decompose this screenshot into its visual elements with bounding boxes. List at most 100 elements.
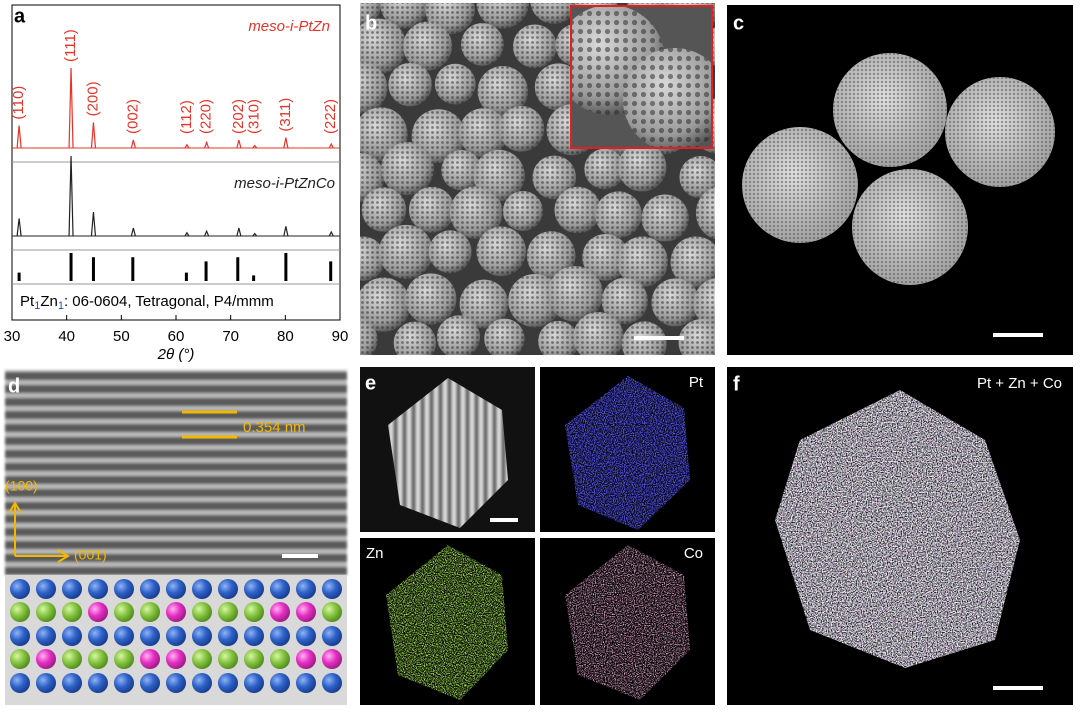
atom: [166, 602, 186, 622]
atom: [322, 602, 342, 622]
atom: [270, 673, 290, 693]
peak-label: (310): [246, 99, 263, 134]
particle-texture: [526, 231, 576, 280]
atom: [10, 602, 30, 622]
peak-label: (200): [84, 81, 101, 116]
particle-texture: [459, 108, 508, 158]
particle-texture: [434, 63, 476, 105]
reference-label: Pt1Zn1: 06-0604, Tetragonal, P4/mmm: [20, 293, 274, 312]
atom: [218, 602, 238, 622]
atom: [218, 673, 238, 693]
particle-texture: [360, 277, 411, 332]
particle-texture: [617, 142, 667, 192]
particle-texture: [573, 311, 624, 355]
atom: [244, 626, 264, 646]
atom: [10, 579, 30, 599]
particle-texture: [380, 3, 429, 29]
particle-texture: [484, 318, 525, 355]
sem-image: [360, 3, 715, 355]
peak: [328, 230, 334, 237]
atom: [218, 649, 238, 669]
peak-label: (222): [322, 99, 339, 134]
direction-arrows: [8, 501, 70, 563]
atom: [114, 649, 134, 669]
atom: [88, 579, 108, 599]
particle-texture: [547, 266, 603, 322]
x-tick-label: 50: [113, 328, 130, 345]
particle-texture: [476, 3, 529, 29]
x-tick-label: 60: [168, 328, 185, 345]
particle-texture: [408, 186, 455, 233]
particle-texture: [601, 277, 648, 324]
atom: [166, 626, 186, 646]
particle-texture: [393, 321, 437, 355]
panel-label: c: [733, 12, 744, 34]
map-label: Pt: [689, 374, 704, 391]
peak: [90, 122, 97, 149]
particle-texture: [360, 316, 378, 355]
atom: [10, 626, 30, 646]
particle-texture: [695, 186, 715, 240]
particle-texture: [623, 48, 712, 148]
atom: [192, 579, 212, 599]
atom: [244, 649, 264, 669]
lattice-spacing: 0.354 nm: [243, 419, 306, 436]
atom: [10, 673, 30, 693]
atom: [192, 602, 212, 622]
x-tick-label: 70: [222, 328, 239, 345]
particle-texture: [360, 3, 381, 27]
direction-label: (100): [5, 478, 38, 494]
peak: [204, 140, 210, 149]
atom: [296, 602, 316, 622]
peak: [16, 125, 22, 149]
atom: [244, 673, 264, 693]
peak-label: (202): [230, 99, 247, 134]
atom: [270, 579, 290, 599]
peak: [252, 144, 258, 149]
atom: [296, 626, 316, 646]
tem-particles: [742, 53, 1055, 285]
peak: [130, 227, 136, 237]
atom: [192, 649, 212, 669]
atom: [62, 579, 82, 599]
atom: [62, 602, 82, 622]
atomic-model: [10, 579, 342, 693]
particle-texture: [532, 155, 577, 200]
particle-texture: [945, 77, 1055, 187]
particle-texture: [405, 273, 457, 325]
panel-label: a: [14, 5, 26, 27]
panel-label: f: [733, 373, 740, 395]
peak-label: (002): [124, 99, 141, 134]
particle-texture: [428, 230, 472, 274]
particle-texture: [595, 191, 642, 239]
particle-texture: [530, 3, 578, 24]
peak-label: (311): [277, 98, 294, 132]
particle-texture: [651, 278, 700, 327]
atom: [140, 579, 160, 599]
peak: [90, 211, 97, 237]
atom: [88, 626, 108, 646]
particle-texture: [679, 155, 715, 199]
panel-label: b: [365, 12, 377, 34]
particle-texture: [512, 24, 557, 69]
particle-texture: [441, 149, 482, 191]
atom: [36, 626, 56, 646]
atom: [140, 602, 160, 622]
map-label: Pt + Zn + Co: [977, 375, 1062, 392]
particle-texture: [742, 127, 858, 243]
atom: [114, 673, 134, 693]
x-tick-label: 30: [4, 328, 21, 345]
peak-label: (110): [10, 86, 27, 120]
atom: [10, 649, 30, 669]
atom: [270, 649, 290, 669]
atom: [166, 649, 186, 669]
x-axis-title: 2θ (°): [157, 346, 195, 363]
peak: [283, 226, 289, 237]
particle-texture: [693, 278, 715, 330]
particle-texture: [360, 18, 407, 74]
atom: [322, 649, 342, 669]
particle-texture: [477, 65, 528, 117]
peak: [283, 137, 289, 149]
particle-texture: [502, 190, 543, 231]
